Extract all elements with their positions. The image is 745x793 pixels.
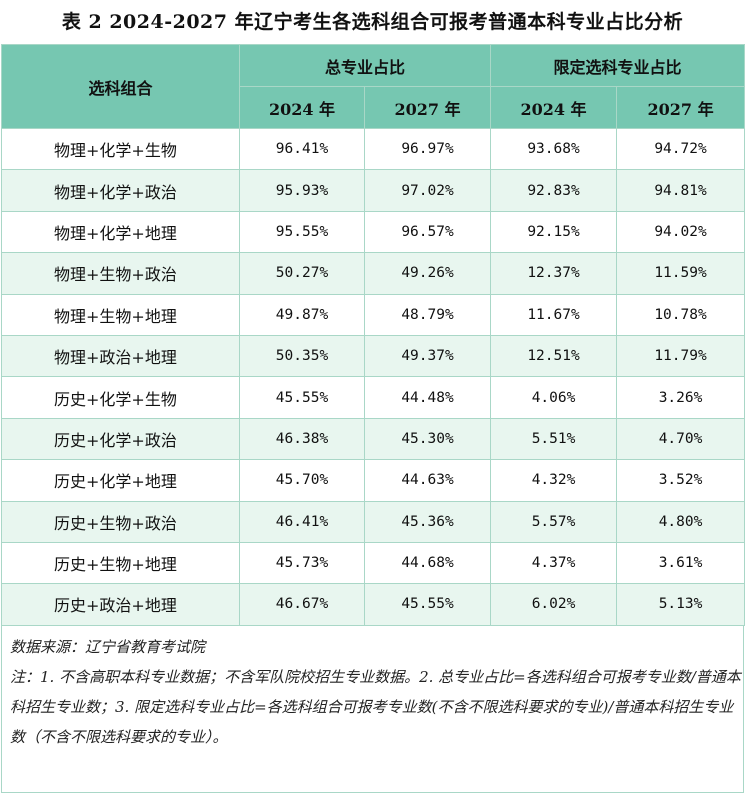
table-body: 物理+化学+生物 96.41% 96.97% 93.68% 94.72% 物理+化学+政治…	[1, 127, 745, 626]
table-row: 历史+政治+地理 46.67% 45.55% 6.02% 5.13%	[1, 583, 745, 626]
total-2024-cell: 46.67%	[239, 583, 365, 626]
combo-cell: 历史+化学+地理	[1, 459, 240, 502]
table-row: 历史+化学+政治 46.38% 45.30% 5.51% 4.70%	[1, 417, 745, 461]
header-row-years: 2024 年 2027 年 2024 年 2027 年	[2, 86, 745, 129]
table-row: 物理+生物+地理 49.87% 48.79% 11.67% 10.78%	[1, 293, 745, 336]
combo-cell: 物理+化学+地理	[1, 210, 240, 254]
table-row: 物理+生物+政治 50.27% 49.26% 12.37% 11.59%	[1, 252, 745, 295]
limited-2027-cell: 3.26%	[616, 376, 745, 419]
header-total-share: 总专业占比	[238, 44, 492, 87]
table-row: 物理+化学+政治 95.93% 97.02% 92.83% 94.81%	[1, 169, 745, 212]
limited-2024-cell: 5.57%	[490, 500, 618, 543]
table-row: 历史+化学+地理 45.70% 44.63% 4.32% 3.52%	[1, 459, 745, 502]
header-row-groups: 选科组合 总专业占比 限定选科专业占比	[1, 44, 745, 129]
combo-cell: 物理+政治+地理	[1, 334, 240, 378]
total-2024-cell: 45.70%	[239, 459, 365, 502]
table-row: 物理+政治+地理 50.35% 49.37% 12.51% 11.79%	[1, 334, 745, 378]
limited-2024-cell: 6.02%	[490, 583, 618, 626]
limited-2027-cell: 94.81%	[616, 169, 745, 212]
total-2024-cell: 50.35%	[239, 334, 365, 378]
total-2027-cell: 44.63%	[363, 459, 492, 502]
total-2027-cell: 49.26%	[363, 252, 492, 295]
header-total-2024: 2024 年	[239, 86, 365, 129]
limited-2027-cell: 11.59%	[616, 252, 745, 295]
limited-2027-cell: 4.80%	[616, 500, 745, 543]
total-2024-cell: 46.38%	[239, 417, 365, 461]
combo-cell: 历史+生物+政治	[1, 500, 240, 543]
table-row: 历史+生物+地理 45.73% 44.68% 4.37% 3.61%	[1, 541, 745, 585]
limited-2024-cell: 92.83%	[490, 169, 618, 212]
data-table: 选科组合 总专业占比 限定选科专业占比 2024 年 2027 年 2024 年…	[1, 44, 745, 626]
source-note: 数据来源：辽宁省教育考试院	[10, 637, 206, 656]
total-2024-cell: 96.41%	[239, 127, 365, 171]
header-combo: 选科组合	[1, 44, 240, 129]
limited-2024-cell: 11.67%	[490, 293, 618, 336]
combo-cell: 历史+化学+政治	[1, 417, 240, 461]
total-2027-cell: 49.37%	[363, 334, 492, 378]
limited-2027-cell: 11.79%	[616, 334, 745, 378]
table-row: 历史+化学+生物 45.55% 44.48% 4.06% 3.26%	[1, 376, 745, 419]
total-2024-cell: 49.87%	[239, 293, 365, 336]
total-2027-cell: 48.79%	[363, 293, 492, 336]
total-2027-cell: 45.30%	[363, 417, 492, 461]
combo-cell: 历史+生物+地理	[1, 541, 240, 585]
total-2027-cell: 97.02%	[363, 169, 492, 212]
total-2024-cell: 45.55%	[239, 376, 365, 419]
table-row: 历史+生物+政治 46.41% 45.36% 5.57% 4.80%	[1, 500, 745, 543]
combo-cell: 历史+化学+生物	[1, 376, 240, 419]
limited-2024-cell: 92.15%	[490, 210, 618, 254]
header-limited-2024: 2024 年	[490, 86, 618, 129]
table-title: 表 2 2024-2027 年辽宁考生各选科组合可报考普通本科专业占比分析	[61, 11, 684, 33]
limited-2027-cell: 5.13%	[616, 583, 745, 626]
limited-2027-cell: 3.61%	[616, 541, 745, 585]
table-row: 物理+化学+生物 96.41% 96.97% 93.68% 94.72%	[1, 127, 745, 171]
table-row: 物理+化学+地理 95.55% 96.57% 92.15% 94.02%	[1, 210, 745, 254]
combo-cell: 物理+生物+地理	[1, 293, 240, 336]
total-2027-cell: 45.36%	[363, 500, 492, 543]
limited-2027-cell: 4.70%	[616, 417, 745, 461]
limited-2027-cell: 94.02%	[616, 210, 745, 254]
header-limited-share: 限定选科专业占比	[490, 44, 745, 87]
total-2027-cell: 44.68%	[363, 541, 492, 585]
total-2024-cell: 50.27%	[239, 252, 365, 295]
notes-block: 数据来源：辽宁省教育考试院 注：1. 不含高职本科专业数据；不含军队院校招生专业…	[1, 625, 744, 793]
limited-2024-cell: 12.37%	[490, 252, 618, 295]
limited-2024-cell: 5.51%	[490, 417, 618, 461]
total-2027-cell: 96.57%	[363, 210, 492, 254]
limited-2024-cell: 12.51%	[490, 334, 618, 378]
total-2024-cell: 95.93%	[239, 169, 365, 212]
footnote: 注：1. 不含高职本科专业数据；不含军队院校招生专业数据。2. 总专业占比=各选…	[10, 667, 741, 746]
combo-cell: 物理+生物+政治	[1, 252, 240, 295]
total-2024-cell: 46.41%	[239, 500, 365, 543]
total-2024-cell: 45.73%	[239, 541, 365, 585]
total-2027-cell: 96.97%	[363, 127, 492, 171]
header-total-2027: 2027 年	[363, 86, 492, 129]
total-2027-cell: 45.55%	[363, 583, 492, 626]
header-limited-2027: 2027 年	[616, 86, 745, 129]
limited-2027-cell: 94.72%	[616, 127, 745, 171]
total-2027-cell: 44.48%	[363, 376, 492, 419]
limited-2024-cell: 4.32%	[490, 459, 618, 502]
combo-cell: 物理+化学+生物	[1, 127, 240, 171]
limited-2024-cell: 4.37%	[490, 541, 618, 585]
limited-2024-cell: 4.06%	[490, 376, 618, 419]
combo-cell: 历史+政治+地理	[1, 583, 240, 626]
limited-2024-cell: 93.68%	[490, 127, 618, 171]
limited-2027-cell: 10.78%	[616, 293, 745, 336]
combo-cell: 物理+化学+政治	[1, 169, 240, 212]
limited-2027-cell: 3.52%	[616, 459, 745, 502]
total-2024-cell: 95.55%	[239, 210, 365, 254]
